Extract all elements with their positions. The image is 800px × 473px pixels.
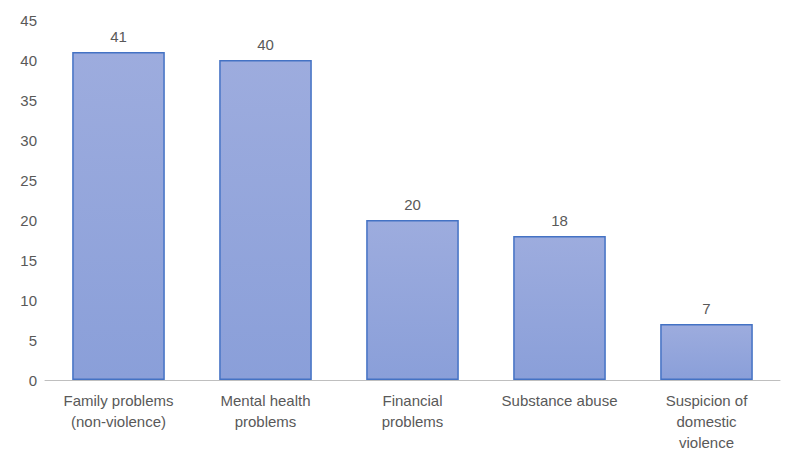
svg-text:domestic: domestic	[676, 413, 737, 430]
svg-text:20: 20	[404, 196, 421, 213]
svg-text:Financial: Financial	[382, 392, 442, 409]
svg-text:18: 18	[551, 212, 568, 229]
svg-text:7: 7	[702, 300, 710, 317]
svg-text:30: 30	[20, 132, 37, 149]
svg-text:20: 20	[20, 212, 37, 229]
svg-text:10: 10	[20, 292, 37, 309]
svg-text:45: 45	[20, 12, 37, 29]
svg-text:15: 15	[20, 252, 37, 269]
svg-text:0: 0	[29, 372, 37, 389]
svg-text:Family problems: Family problems	[63, 392, 173, 409]
svg-text:25: 25	[20, 172, 37, 189]
svg-text:(non-violence): (non-violence)	[71, 413, 166, 430]
svg-text:violence: violence	[679, 434, 734, 451]
svg-text:35: 35	[20, 92, 37, 109]
svg-text:40: 40	[20, 52, 37, 69]
svg-text:Mental health: Mental health	[220, 392, 310, 409]
svg-text:problems: problems	[235, 413, 297, 430]
svg-text:problems: problems	[382, 413, 444, 430]
svg-text:40: 40	[257, 36, 274, 53]
svg-text:5: 5	[29, 332, 37, 349]
svg-text:Substance abuse: Substance abuse	[502, 392, 618, 409]
svg-text:Suspicion of: Suspicion of	[666, 392, 749, 409]
svg-text:41: 41	[110, 28, 127, 45]
